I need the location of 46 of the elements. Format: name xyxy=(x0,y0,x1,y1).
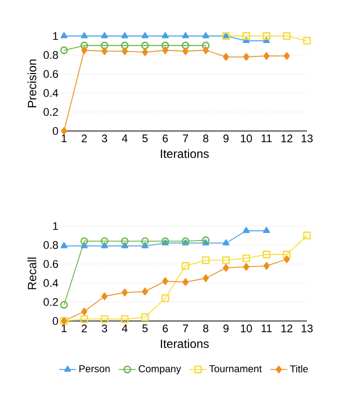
x-tick-label: 5 xyxy=(142,324,148,332)
x-tick-label: 13 xyxy=(302,134,313,142)
x-axis-title: Iterations xyxy=(160,339,209,348)
legend-label: Title xyxy=(290,365,308,372)
y-tick-label: 1 xyxy=(53,222,58,230)
y-axis-title: Recall xyxy=(28,258,36,290)
y-tick-label: 0.8 xyxy=(44,51,58,59)
y-tick-label: 0.4 xyxy=(44,279,58,287)
y-tick-label: 0.2 xyxy=(44,298,58,306)
x-tick-label: 1 xyxy=(62,134,67,142)
legend-label: Company xyxy=(138,365,182,374)
x-tick-label: 13 xyxy=(302,324,313,332)
x-tick-label: 9 xyxy=(223,324,229,332)
x-tick-label: 9 xyxy=(223,134,229,142)
x-tick-label: 1 xyxy=(62,324,67,332)
y-tick-label: 0 xyxy=(52,317,58,325)
legend-label: Tournament xyxy=(209,365,262,372)
x-tick-label: 3 xyxy=(102,134,108,142)
x-tick-label: 8 xyxy=(203,324,208,332)
x-tick-label: 10 xyxy=(240,324,252,332)
legend-label: Person xyxy=(79,365,110,372)
y-tick-label: 0.8 xyxy=(44,241,58,249)
y-tick-label: 0.2 xyxy=(44,108,58,116)
x-tick-label: 4 xyxy=(122,134,128,142)
x-tick-label: 2 xyxy=(82,324,87,332)
x-tick-label: 11 xyxy=(262,324,272,332)
y-tick-label: 0.6 xyxy=(44,70,58,78)
y-tick-label: 0.6 xyxy=(44,260,58,268)
x-tick-label: 3 xyxy=(102,324,108,332)
y-tick-label: 0 xyxy=(52,127,58,135)
x-tick-label: 4 xyxy=(122,324,128,332)
x-tick-label: 6 xyxy=(162,134,168,142)
x-tick-label: 12 xyxy=(281,324,292,332)
x-tick-label: 7 xyxy=(183,324,188,332)
x-tick-label: 7 xyxy=(183,134,188,142)
x-tick-label: 8 xyxy=(203,134,208,142)
y-axis-title: Precision xyxy=(28,60,36,108)
x-tick-label: 5 xyxy=(142,134,148,142)
y-tick-label: 0.4 xyxy=(44,89,58,97)
x-tick-label: 11 xyxy=(262,134,272,142)
x-tick-label: 6 xyxy=(162,324,168,332)
y-tick-label: 1 xyxy=(53,32,58,40)
x-tick-label: 2 xyxy=(82,134,87,142)
x-tick-label: 12 xyxy=(281,134,292,142)
x-axis-title: Iterations xyxy=(160,149,209,158)
x-tick-label: 10 xyxy=(240,134,252,142)
